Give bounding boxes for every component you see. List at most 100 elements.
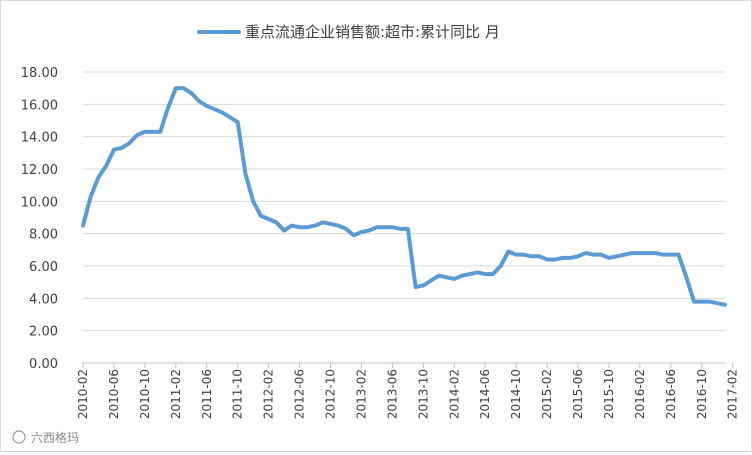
x-tick-label: 2011-06 [200,369,214,419]
x-tick-label: 2012-10 [324,369,338,419]
data-point [546,258,548,261]
data-point [306,226,308,228]
y-tick-label: 10.00 [21,195,58,210]
data-point [554,258,556,261]
data-point [275,221,277,223]
data-point [608,257,610,259]
y-tick-label: 4.00 [29,292,58,307]
data-point [113,149,115,151]
x-tick-label: 2014-02 [447,369,461,419]
y-tick-label: 14.00 [21,131,58,146]
data-point [639,252,641,254]
x-tick-label: 2011-02 [169,369,183,419]
gridlines [83,71,725,332]
data-point [647,252,649,254]
data-point [445,276,448,278]
x-axis-ticks: 2010-02 2010-06 2010-10 2011-02 2011-06 2011-… [76,363,740,419]
data-point [136,134,138,136]
x-tick-label: 2011-10 [231,369,245,419]
data-point [407,228,409,230]
data-point [229,116,231,118]
data-point [453,278,455,280]
data-point [484,273,486,275]
data-point [376,226,378,228]
y-tick-label: 16.00 [21,98,58,113]
data-point [391,226,393,228]
data-point [592,254,595,256]
y-tick-label: 12.00 [21,163,58,178]
data-point [298,226,301,228]
data-point [221,111,223,114]
data-point [670,254,672,256]
data-point [90,195,92,198]
data-point [291,224,293,227]
legend: 重点流通企业销售额:超市:累计同比 月 [197,23,500,41]
watermark-text: 六西格玛 [31,430,79,445]
y-tick-label: 8.00 [29,228,58,243]
data-point [384,226,386,228]
data-point [708,300,711,303]
series-line [81,86,727,307]
data-point [701,300,703,303]
data-point [500,265,502,267]
data-point [190,92,192,94]
data-point [600,254,602,256]
data-point [662,254,664,256]
data-point [128,142,131,144]
data-point [469,273,471,275]
data-point [159,131,161,133]
data-point [260,215,262,217]
data-point [268,218,270,220]
x-tick-label: 2016-02 [633,369,647,419]
data-point [244,173,247,175]
data-point [105,165,107,167]
data-point [631,252,633,254]
data-point [252,200,254,202]
x-tick-label: 2010-02 [76,369,90,419]
series-lines [81,86,727,307]
data-point [492,273,494,275]
x-tick-label: 2015-02 [540,369,554,419]
data-point [283,229,285,232]
x-tick-label: 2016-10 [695,369,709,419]
data-point [693,300,695,303]
data-point [616,255,618,257]
y-tick-label: 2.00 [29,325,58,340]
data-point [623,254,626,256]
x-tick-label: 2016-06 [664,369,678,419]
data-point [198,100,200,102]
watermark-logo-icon [12,430,26,444]
x-tick-label: 2017-02 [726,369,740,419]
x-tick-label: 2013-10 [416,369,430,419]
data-point [360,231,363,233]
data-point [724,304,726,306]
data-point [337,224,339,227]
data-point [677,254,680,256]
data-point [206,105,208,107]
data-point [353,234,355,236]
data-point [476,271,479,274]
data-point [345,228,347,230]
data-point [237,121,239,123]
data-point [97,176,100,178]
y-tick-label: 0.00 [29,357,58,372]
data-point [523,254,525,256]
data-point [685,276,687,278]
x-tick-label: 2014-10 [509,369,523,419]
data-point [322,221,324,223]
data-point [368,229,370,232]
data-point [515,254,517,256]
data-point [538,255,540,257]
data-point [399,228,401,230]
data-point [82,224,84,227]
x-tick-label: 2013-06 [385,369,399,419]
data-point [167,106,169,109]
y-tick-label: 18.00 [21,66,58,81]
x-tick-label: 2015-10 [602,369,616,419]
data-point [438,275,440,277]
data-point [507,250,510,253]
x-tick-label: 2010-06 [107,369,121,419]
data-point [585,252,587,254]
x-tick-label: 2015-06 [571,369,585,419]
